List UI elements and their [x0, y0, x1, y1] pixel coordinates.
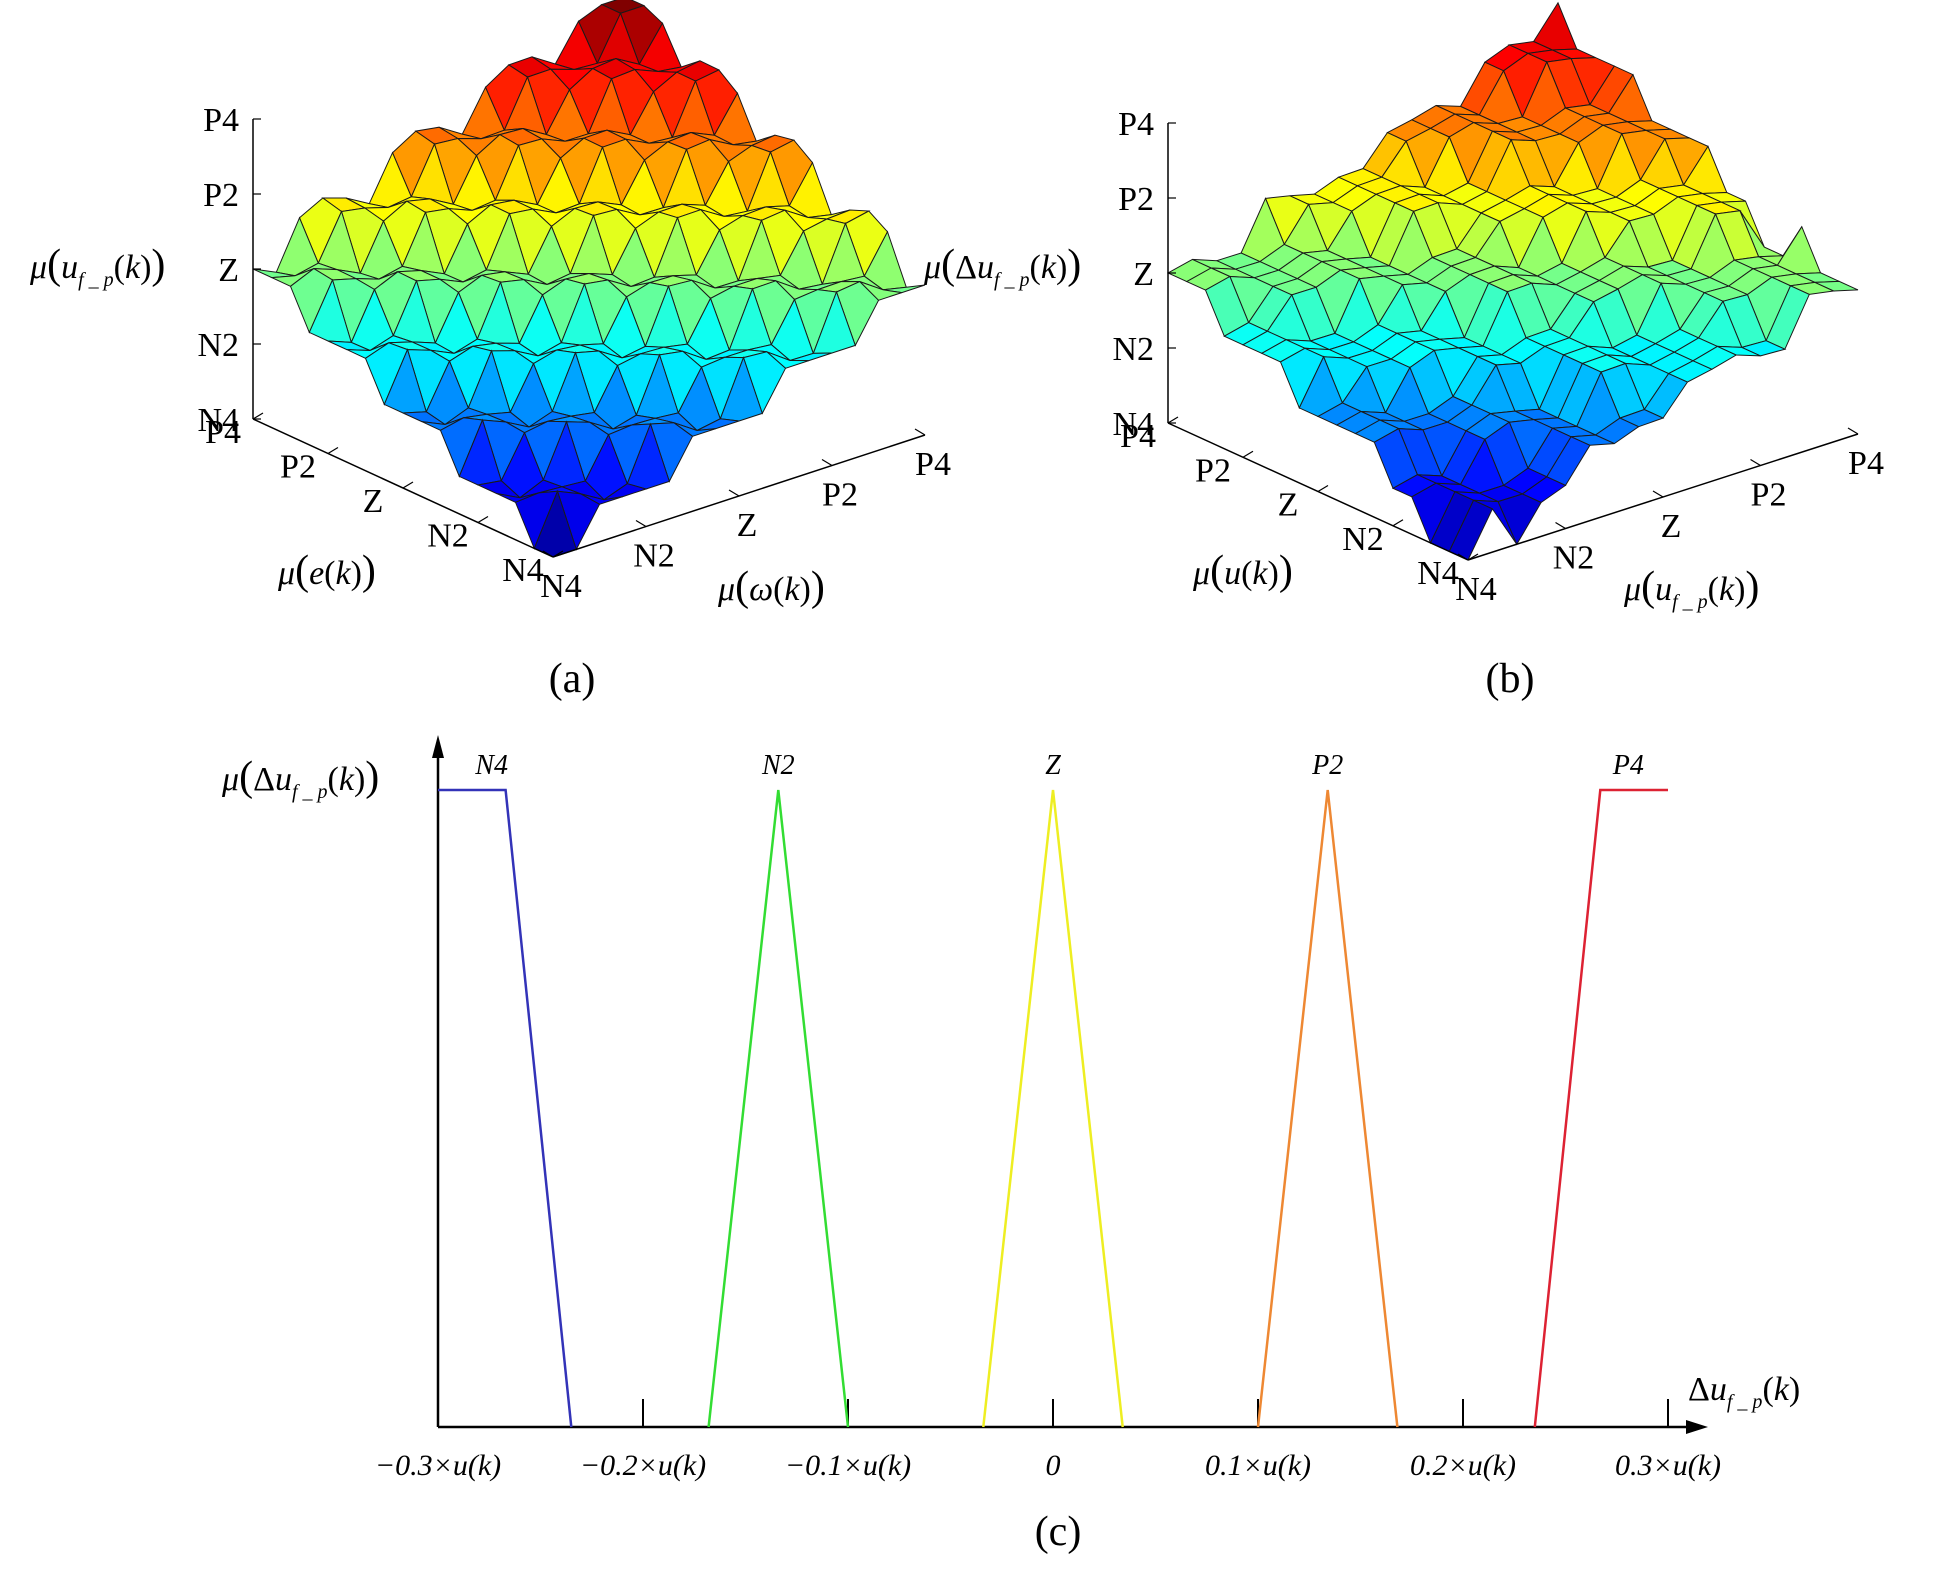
y-tick [1467, 553, 1479, 561]
x-tick-label: Z [737, 507, 758, 544]
z-axis-label-a: μ(uf _ p(k)) [29, 242, 165, 291]
caption-a: (a) [549, 656, 596, 702]
x-tick [1555, 521, 1566, 530]
z-tick-label: P2 [203, 177, 239, 214]
x-tick-label: 0 [1046, 1449, 1061, 1482]
x-tick [1652, 490, 1664, 498]
z-tick-label: P4 [203, 102, 239, 139]
membership-series [438, 788, 1668, 1428]
x-axis-arrow [1686, 1420, 1708, 1434]
x-tick-label: N4 [540, 568, 582, 605]
tick-labels-c: −0.3×u(k) −0.2×u(k) −0.1×u(k) 0 0.1×u(k) 0.2×… [375, 750, 1721, 1482]
y-tick [402, 481, 414, 489]
y-tick [477, 515, 489, 524]
x-tick [1750, 458, 1761, 467]
x-tick [1847, 427, 1859, 435]
x-tick-label: −0.2×u(k) [580, 1449, 706, 1482]
x-tick-label: Z [1661, 508, 1682, 545]
y-tick-label: N4 [1417, 555, 1459, 592]
z-tick-label: N2 [1112, 331, 1154, 368]
y-tick [1317, 484, 1329, 493]
y-axis-arrow [432, 735, 444, 758]
x-tick-label: N2 [1553, 540, 1595, 577]
y-tick-label: P4 [1120, 418, 1156, 455]
y-tick-label: P2 [1195, 452, 1231, 489]
z-tick-label: N4 [1112, 406, 1154, 443]
x-axis-label-b: μ(uf _ p(k)) [1623, 564, 1759, 613]
x-tick [635, 519, 647, 528]
caption-b: (b) [1486, 656, 1535, 702]
x-tick-label: P4 [915, 446, 951, 483]
series-label: N4 [474, 750, 508, 781]
axes-c [432, 735, 1708, 1434]
surface-patch [1776, 225, 1822, 275]
axes-a [252, 118, 926, 558]
x-tick-label: N2 [633, 538, 675, 575]
x-tick [821, 458, 833, 467]
y-axis-label-c: μ(Δuf _ p(k)) [221, 754, 379, 803]
y-tick [552, 550, 564, 558]
surface-patch [1532, 1, 1578, 51]
y-axis-label-a: μ(e(k)) [277, 548, 376, 594]
caption-c: (c) [1035, 1509, 1082, 1555]
x-tick [914, 428, 926, 436]
y-tick [327, 446, 339, 455]
x-tick-label: 0.3×u(k) [1615, 1449, 1721, 1482]
x-axis-label-c: Δuf _ p(k) [1688, 1371, 1800, 1413]
y-tick [1242, 450, 1254, 458]
x-tick-label: P4 [1848, 445, 1884, 482]
z-tick-label: P2 [1118, 181, 1154, 218]
y-tick [252, 412, 264, 420]
z-tick-label: Z [218, 252, 239, 289]
x-tick-label: N4 [1455, 571, 1497, 608]
x-tick-label: −0.1×u(k) [785, 1449, 911, 1482]
z-tick-label: P4 [1118, 106, 1154, 143]
surface-mesh-a [252, 0, 926, 558]
series-p4 [1533, 788, 1668, 1428]
panel-c-membership-plot: −0.3×u(k) −0.2×u(k) −0.1×u(k) 0 0.1×u(k) 0.2×… [375, 735, 1721, 1482]
series-n2 [707, 789, 850, 1428]
x-tick-label: P2 [1751, 477, 1787, 514]
series-z [982, 789, 1124, 1428]
z-tick-label: N4 [197, 402, 239, 439]
y-tick [1392, 519, 1404, 527]
series-n4 [438, 788, 573, 1428]
series-p2 [1256, 789, 1399, 1428]
z-tick-label: Z [1133, 256, 1154, 293]
series-label: P4 [1612, 750, 1644, 781]
y-axis-label-b: μ(u(k)) [1192, 548, 1293, 594]
x-tick [728, 489, 740, 497]
surface-mesh-b [1166, 1, 1859, 561]
x-tick-label: 0.2×u(k) [1410, 1449, 1516, 1482]
x-tick [1457, 553, 1469, 561]
axes-b [1167, 122, 1859, 561]
y-tick-label: Z [1278, 487, 1299, 524]
y-tick-label: Z [363, 483, 384, 520]
z-axis-label-b: μ(Δuf _ p(k)) [923, 242, 1081, 291]
y-tick-label: P2 [280, 449, 316, 486]
x-axis-label-a: μ(ω(k)) [717, 564, 825, 610]
y-tick [1167, 416, 1179, 424]
series-label: P2 [1311, 750, 1343, 781]
y-tick-label: N2 [427, 518, 469, 555]
y-tick-label: N2 [1342, 521, 1384, 558]
y-tick-label: N4 [502, 552, 544, 589]
series-label: Z [1045, 750, 1061, 781]
x-tick-label: −0.3×u(k) [375, 1449, 501, 1482]
x-tick-label: P2 [822, 477, 858, 514]
series-label: N2 [761, 750, 795, 781]
x-tick-label: 0.1×u(k) [1205, 1449, 1311, 1482]
x-tick [542, 550, 554, 558]
y-tick-label: P4 [205, 414, 241, 451]
z-tick-label: N2 [197, 327, 239, 364]
